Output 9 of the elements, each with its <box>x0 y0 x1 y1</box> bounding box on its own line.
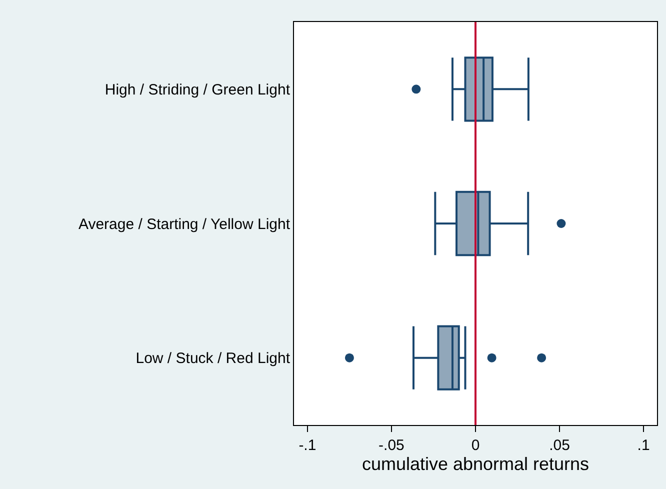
x-tick-label: -.1 <box>298 437 316 454</box>
x-tick-label: .05 <box>549 437 570 454</box>
x-axis-title: cumulative abnormal returns <box>362 454 590 474</box>
x-tick-label: -.05 <box>378 437 404 454</box>
x-tick-label: 0 <box>471 437 480 454</box>
y-tick-label: Low / Stuck / Red Light <box>136 350 291 368</box>
y-tick-label: Average / Starting / Yellow Light <box>78 216 291 233</box>
x-tick-label: .1 <box>637 437 650 454</box>
y-tick-label: High / Striding / Green Light <box>104 81 291 98</box>
